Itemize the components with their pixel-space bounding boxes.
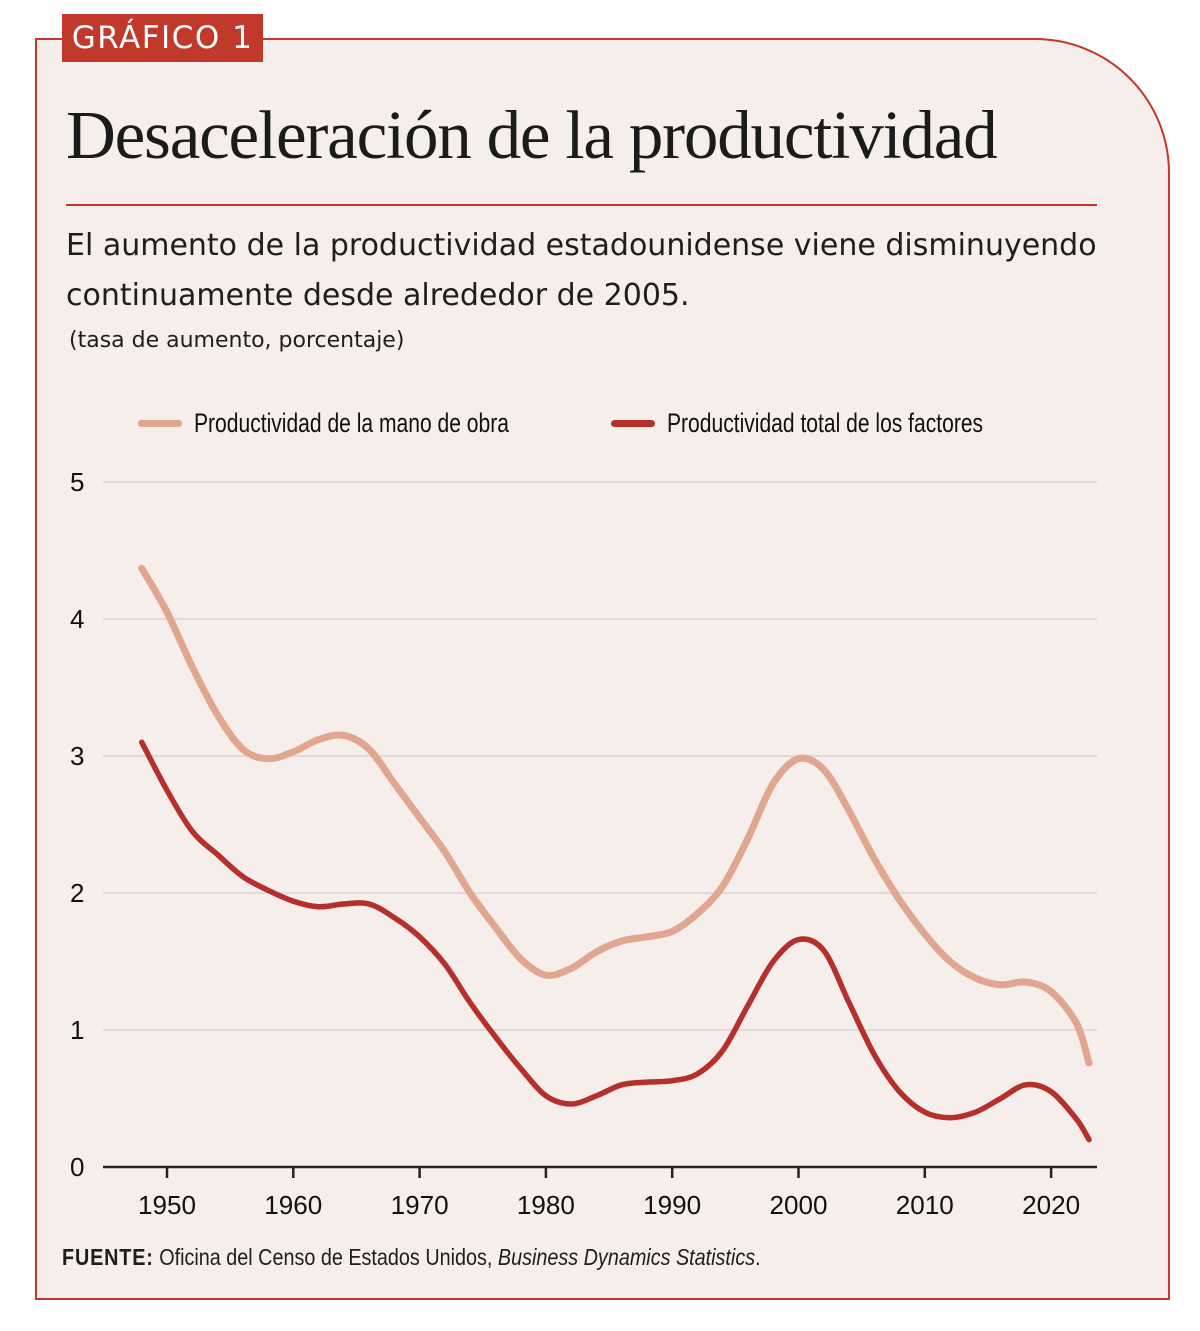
source-label: FUENTE:: [62, 1244, 154, 1270]
x-tick-label: 1950: [138, 1190, 196, 1220]
series-line-total-factor-productivity: [138, 739, 1092, 1143]
legend: Productividad de la mano de obra Product…: [0, 403, 1200, 443]
legend-swatch-labor: [138, 419, 182, 427]
legend-swatch-tfp: [611, 419, 655, 427]
chart-title: Desaceleración de la productividad: [66, 97, 998, 173]
source-note: FUENTE: Oficina del Censo de Estados Uni…: [62, 1244, 761, 1271]
y-tick-label: 5: [70, 467, 84, 497]
y-tick-label: 0: [70, 1152, 84, 1182]
chart-number-badge: GRÁFICO 1: [62, 14, 263, 62]
source-text: Oficina del Censo de Estados Unidos,: [153, 1244, 498, 1270]
source-end: .: [755, 1244, 761, 1270]
x-tick-label: 1990: [643, 1190, 701, 1220]
x-tick-label: 2020: [1022, 1190, 1080, 1220]
legend-item-tfp: Productividad total de los factores: [611, 403, 1072, 443]
x-tick-label: 1960: [264, 1190, 322, 1220]
legend-item-labor: Productividad de la mano de obra: [138, 403, 598, 443]
series-line-labor-productivity: [138, 564, 1093, 1067]
x-tick-label: 2010: [896, 1190, 954, 1220]
chart-subtitle: El aumento de la productividad estadouni…: [66, 228, 1097, 313]
units-label: (tasa de aumento, porcentaje): [69, 328, 405, 353]
y-tick-label: 3: [70, 741, 84, 771]
source-publication: Business Dynamics Statistics: [497, 1244, 756, 1270]
y-tick-label: 2: [70, 878, 84, 908]
chart-panel: [35, 38, 1170, 1300]
title-divider: [66, 204, 1097, 206]
y-tick-label: 4: [70, 604, 84, 634]
x-tick-label: 1980: [517, 1190, 575, 1220]
legend-label-labor: Productividad de la mano de obra: [194, 407, 509, 438]
x-tick-label: 2000: [770, 1190, 828, 1220]
y-tick-label: 1: [70, 1015, 84, 1045]
legend-label-tfp: Productividad total de los factores: [667, 407, 984, 438]
x-tick-label: 1970: [391, 1190, 449, 1220]
